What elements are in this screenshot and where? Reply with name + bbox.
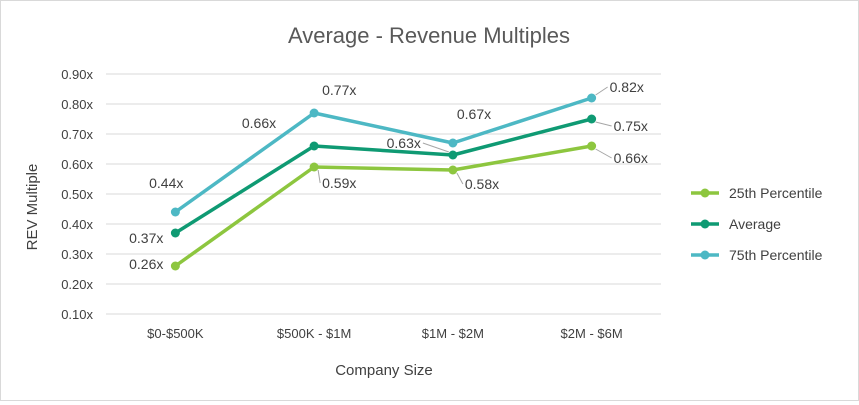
label-leader-line (456, 172, 464, 185)
y-tick-label: 0.20x (61, 277, 93, 292)
data-label: 0.26x (129, 256, 163, 272)
data-label: 0.59x (322, 175, 356, 191)
legend-label: 25th Percentile (729, 185, 823, 201)
data-label: 0.82x (610, 79, 644, 95)
legend-swatch-marker (700, 188, 710, 198)
data-point (309, 108, 319, 118)
series-group (170, 93, 597, 271)
y-tick-label: 0.80x (61, 97, 93, 112)
data-label: 0.63x (387, 135, 421, 151)
data-labels: 0.26x 0.59x 0.58x 0.66x 0.37x 0.66x 0.63x 0.75x… (129, 79, 648, 272)
legend-swatch-marker (700, 219, 710, 229)
gridlines (106, 73, 661, 315)
x-axis-ticks: $0-$500K $500K - $1M $1M - $2M $2M - $6M (147, 326, 623, 341)
label-leader-line (595, 148, 612, 159)
series-line (173, 144, 594, 268)
y-tick-label: 0.40x (61, 217, 93, 232)
label-leader-line (317, 169, 321, 184)
data-point (587, 114, 597, 124)
legend-swatch-marker (700, 250, 710, 260)
y-tick-label: 0.70x (61, 127, 93, 142)
legend-label: Average (729, 216, 781, 232)
label-leader-line (595, 121, 612, 127)
y-axis-title: REV Multiple (24, 164, 41, 251)
data-point (309, 141, 319, 151)
series-line (173, 96, 594, 214)
data-label: 0.66x (242, 115, 276, 131)
x-tick-label: $1M - $2M (422, 326, 484, 341)
data-label: 0.44x (149, 175, 183, 191)
series-line (173, 117, 594, 235)
x-axis-title: Company Size (335, 362, 433, 379)
y-axis-ticks: 0.90x 0.80x 0.70x 0.60x 0.50x 0.40x 0.30x 0.20x… (61, 67, 93, 322)
y-tick-label: 0.10x (61, 307, 93, 322)
x-tick-label: $500K - $1M (277, 326, 351, 341)
data-point (170, 207, 180, 217)
y-tick-label: 0.90x (61, 67, 93, 82)
legend-label: 75th Percentile (729, 247, 823, 263)
label-leader-line (422, 142, 450, 153)
y-tick-label: 0.60x (61, 157, 93, 172)
data-point (587, 93, 597, 103)
y-tick-label: 0.30x (61, 247, 93, 262)
y-tick-label: 0.50x (61, 187, 93, 202)
x-tick-label: $2M - $6M (561, 326, 623, 341)
data-label: 0.66x (614, 150, 648, 166)
data-point (587, 141, 597, 151)
data-label: 0.75x (614, 118, 648, 134)
chart-title: Average - Revenue Multiples (288, 23, 570, 48)
data-point (448, 150, 458, 160)
data-point (309, 162, 319, 172)
data-label: 0.77x (322, 82, 356, 98)
data-label: 0.58x (465, 176, 499, 192)
data-point (448, 138, 458, 148)
data-point (170, 228, 180, 238)
data-label: 0.67x (457, 106, 491, 122)
x-tick-label: $0-$500K (147, 326, 204, 341)
label-leader-line (595, 86, 608, 96)
data-point (448, 165, 458, 175)
data-point (170, 261, 180, 271)
legend: 25th Percentile Average 75th Percentile (691, 185, 823, 263)
data-label: 0.37x (129, 230, 163, 246)
